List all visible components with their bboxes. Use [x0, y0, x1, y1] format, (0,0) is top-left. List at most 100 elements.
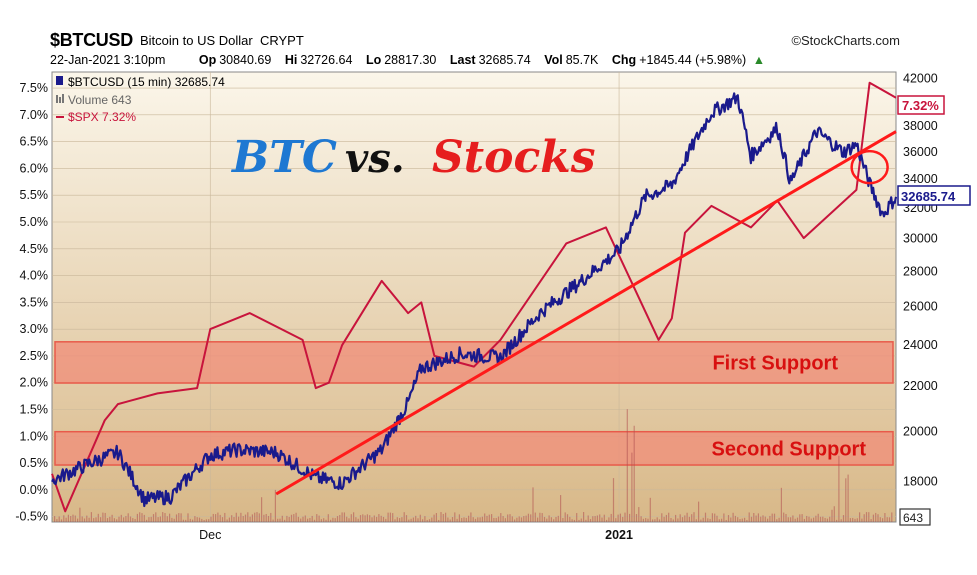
volume-bar	[672, 519, 674, 522]
volume-bar	[215, 514, 217, 522]
volume-bar	[219, 514, 221, 522]
volume-bar	[661, 513, 663, 522]
volume-bar	[376, 516, 378, 522]
volume-bar	[433, 514, 435, 522]
volume-bar	[155, 512, 157, 522]
volume-bar	[74, 515, 76, 522]
volume-bar	[134, 518, 136, 522]
x-tick-label: Dec	[199, 528, 221, 542]
volume-bar	[302, 516, 304, 522]
volume-bar	[189, 518, 191, 522]
volume-bar	[808, 516, 810, 522]
volume-bar	[136, 513, 138, 522]
volume-bar	[297, 516, 299, 522]
volume-bar	[803, 518, 805, 522]
volume-bar	[658, 519, 661, 522]
volume-bar	[739, 519, 741, 522]
btc-series-line	[51, 92, 898, 508]
volume-bar	[635, 514, 638, 522]
volume-bar	[194, 516, 196, 522]
volume-bar	[497, 516, 500, 522]
volume-bar	[440, 512, 442, 522]
volume-bar	[313, 519, 316, 522]
volume-bar	[392, 513, 394, 522]
volume-bar	[631, 452, 633, 522]
volume-bar	[196, 517, 198, 522]
volume-bar	[507, 514, 509, 522]
volume-bar	[428, 519, 431, 522]
volume-bar	[824, 517, 826, 522]
volume-bar	[106, 518, 109, 522]
volume-bar	[293, 514, 295, 522]
volume-bar	[725, 519, 727, 522]
volume-bar	[417, 518, 419, 522]
volume-bar	[819, 516, 822, 522]
volume-bar	[617, 514, 619, 522]
volume-bar	[72, 514, 74, 522]
volume-bar	[90, 512, 92, 522]
left-tick-label: 4.0%	[20, 269, 49, 283]
volume-bar	[546, 518, 548, 522]
volume-bar	[307, 518, 309, 522]
volume-bar	[111, 514, 113, 522]
spx-badge-text: 7.32%	[902, 98, 939, 113]
volume-bar	[865, 512, 868, 522]
volume-bar	[403, 512, 405, 522]
volume-bar	[652, 519, 654, 522]
volume-bar	[681, 517, 684, 522]
volume-bar	[799, 514, 801, 522]
volume-bar	[125, 516, 127, 522]
volume-bar	[401, 517, 403, 522]
volume-bar	[737, 517, 739, 522]
volume-bar	[148, 517, 150, 522]
volume-bar	[267, 515, 270, 522]
volume-bar	[86, 515, 88, 522]
volume-bar	[721, 518, 723, 522]
volume-bar	[684, 515, 686, 522]
volume-bar	[447, 517, 449, 522]
volume-bar	[686, 512, 688, 522]
quote-high: Hi 32726.64	[284, 53, 353, 67]
legend-volume: Volume 643	[68, 93, 132, 107]
volume-bar	[226, 519, 228, 522]
volume-bar	[886, 517, 888, 522]
volume-bar	[323, 518, 325, 522]
volume-bar	[665, 514, 667, 522]
symbol-description: Bitcoin to US Dollar CRYPT	[140, 33, 304, 48]
volume-bar	[205, 519, 207, 522]
volume-bar	[116, 519, 118, 522]
volume-bar	[180, 513, 182, 522]
left-tick-label: 6.0%	[20, 161, 49, 175]
volume-bar	[201, 518, 203, 522]
volume-bar	[169, 513, 171, 522]
volume-bar	[491, 514, 493, 522]
volume-bar	[405, 515, 408, 522]
left-tick-label: 0.0%	[20, 483, 49, 497]
volume-bar	[831, 509, 833, 522]
volume-bar	[767, 518, 769, 522]
volume-bar	[723, 513, 725, 522]
left-tick-label: 3.0%	[20, 322, 49, 336]
volume-bar	[675, 514, 677, 522]
volume-bar	[231, 515, 233, 522]
volume-bar	[123, 517, 125, 522]
volume-bar	[70, 516, 72, 522]
volume-bar	[877, 514, 879, 522]
breakdown-circle	[850, 149, 889, 185]
volume-bar	[840, 519, 842, 522]
volume-bar	[300, 518, 302, 522]
volume-bar	[152, 514, 155, 522]
volume-bar	[187, 513, 189, 522]
volume-bar	[438, 519, 440, 522]
right-tick-label: 26000	[903, 300, 938, 314]
volume-bar	[596, 515, 598, 522]
volume-bar	[744, 517, 746, 522]
volume-bar	[730, 517, 732, 522]
volume-bar	[139, 512, 141, 522]
volume-bar	[562, 518, 564, 522]
volume-bar	[856, 518, 858, 522]
volume-bar	[380, 515, 382, 522]
volume-bar	[872, 514, 874, 522]
volume-bar	[408, 519, 410, 522]
volume-bar	[829, 516, 831, 522]
